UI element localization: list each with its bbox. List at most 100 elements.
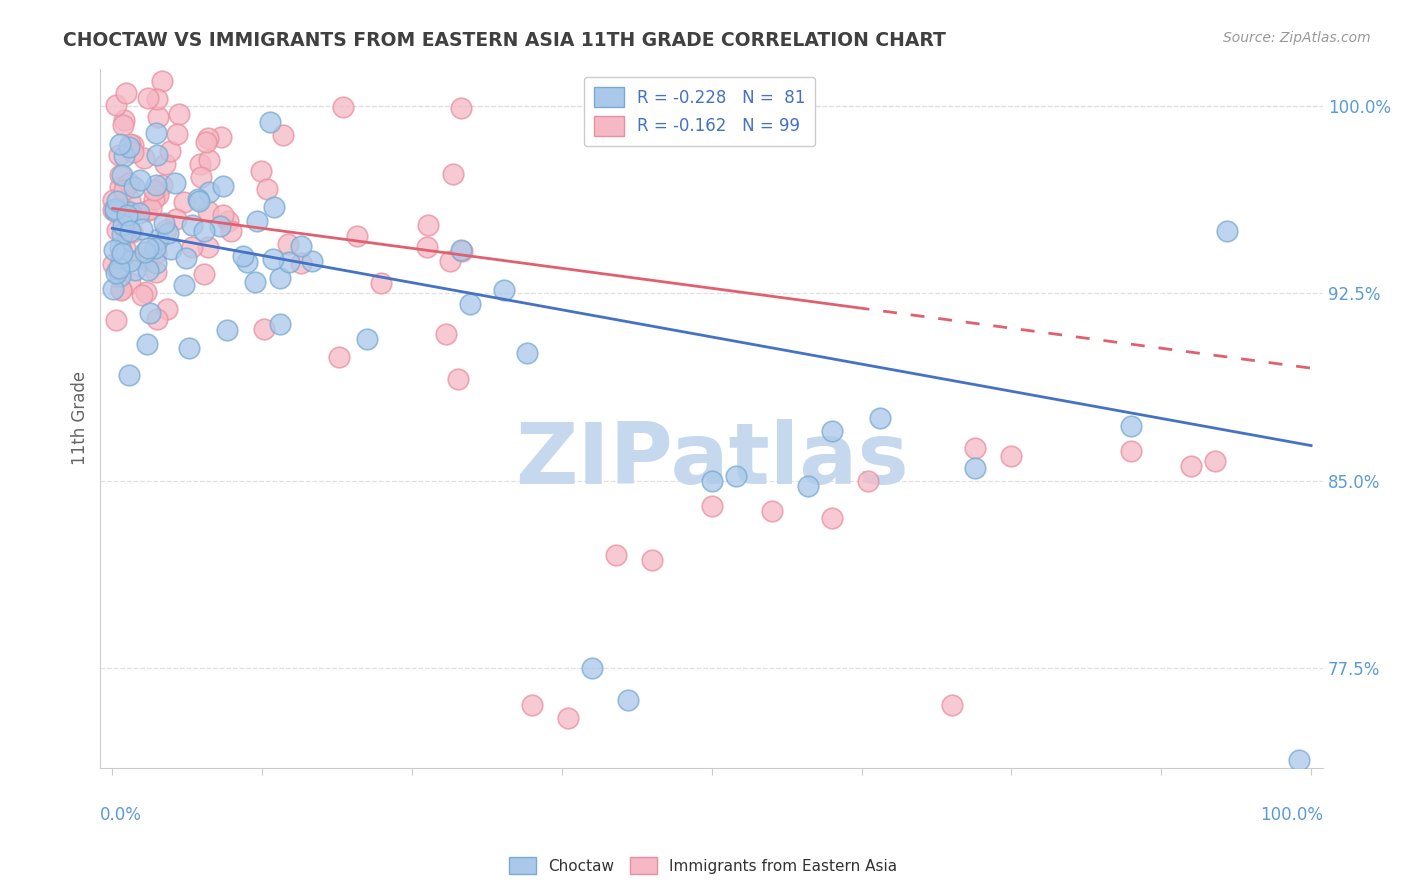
Point bbox=[129, 173, 152, 187]
Point bbox=[941, 698, 963, 713]
Point bbox=[146, 110, 169, 124]
Point bbox=[190, 156, 212, 170]
Point bbox=[135, 285, 157, 300]
Point bbox=[131, 288, 153, 302]
Point bbox=[259, 114, 281, 128]
Point bbox=[111, 218, 134, 232]
Point bbox=[112, 149, 135, 163]
Point bbox=[460, 297, 482, 311]
Point bbox=[139, 306, 162, 320]
Point bbox=[441, 167, 464, 181]
Point bbox=[101, 257, 124, 271]
Point bbox=[118, 137, 141, 152]
Point bbox=[111, 118, 134, 132]
Point bbox=[120, 276, 142, 290]
Point bbox=[520, 698, 543, 713]
Point bbox=[145, 178, 167, 193]
Point bbox=[104, 266, 127, 280]
Point bbox=[436, 327, 458, 342]
Point bbox=[145, 265, 167, 279]
Point bbox=[173, 278, 195, 293]
Point bbox=[155, 223, 177, 237]
Point bbox=[724, 468, 747, 483]
Point bbox=[356, 332, 378, 346]
Point bbox=[1180, 458, 1202, 473]
Point bbox=[136, 336, 159, 351]
Point bbox=[416, 218, 439, 232]
Point bbox=[328, 350, 350, 364]
Point bbox=[447, 372, 470, 386]
Point bbox=[135, 204, 157, 219]
Point bbox=[492, 283, 515, 297]
Point bbox=[290, 239, 312, 253]
Point bbox=[122, 145, 145, 160]
Point bbox=[153, 216, 176, 230]
Point bbox=[516, 346, 538, 360]
Point bbox=[209, 129, 232, 144]
Point bbox=[136, 254, 159, 268]
Point bbox=[115, 208, 138, 222]
Point bbox=[118, 204, 141, 219]
Point bbox=[332, 100, 354, 114]
Point bbox=[150, 74, 173, 88]
Point bbox=[146, 148, 169, 162]
Point bbox=[118, 140, 141, 154]
Point bbox=[451, 244, 474, 259]
Point bbox=[263, 200, 285, 214]
Point bbox=[108, 168, 131, 182]
Legend: R = -0.228   N =  81, R = -0.162   N = 99: R = -0.228 N = 81, R = -0.162 N = 99 bbox=[583, 77, 815, 146]
Point bbox=[173, 194, 195, 209]
Point bbox=[105, 98, 128, 112]
Point bbox=[128, 206, 150, 220]
Point bbox=[450, 101, 472, 115]
Point bbox=[107, 147, 129, 161]
Point bbox=[105, 261, 128, 276]
Point bbox=[103, 282, 125, 296]
Point bbox=[110, 240, 132, 254]
Point bbox=[165, 176, 187, 190]
Text: 0.0%: 0.0% bbox=[100, 806, 142, 824]
Point bbox=[159, 144, 181, 158]
Point bbox=[105, 223, 128, 237]
Y-axis label: 11th Grade: 11th Grade bbox=[72, 371, 89, 465]
Point bbox=[617, 693, 640, 707]
Point bbox=[869, 411, 891, 425]
Point bbox=[132, 151, 155, 165]
Point bbox=[212, 208, 235, 222]
Point bbox=[107, 260, 129, 275]
Point bbox=[143, 183, 166, 197]
Point bbox=[232, 249, 254, 263]
Point bbox=[111, 227, 134, 241]
Point bbox=[197, 185, 219, 199]
Point bbox=[103, 243, 125, 257]
Point bbox=[105, 202, 128, 216]
Point bbox=[197, 131, 219, 145]
Point bbox=[153, 156, 176, 170]
Point bbox=[156, 226, 179, 240]
Point bbox=[145, 246, 167, 260]
Point bbox=[219, 224, 242, 238]
Point bbox=[177, 341, 200, 355]
Text: CHOCTAW VS IMMIGRANTS FROM EASTERN ASIA 11TH GRADE CORRELATION CHART: CHOCTAW VS IMMIGRANTS FROM EASTERN ASIA … bbox=[63, 31, 946, 50]
Point bbox=[150, 178, 173, 193]
Point bbox=[101, 194, 124, 208]
Point bbox=[439, 254, 461, 268]
Point bbox=[180, 240, 202, 254]
Point bbox=[141, 202, 163, 216]
Point bbox=[134, 245, 156, 260]
Point bbox=[450, 243, 472, 257]
Point bbox=[1121, 443, 1143, 458]
Point bbox=[120, 224, 142, 238]
Point bbox=[965, 461, 987, 475]
Point bbox=[278, 255, 301, 269]
Point bbox=[1216, 224, 1239, 238]
Point bbox=[1121, 418, 1143, 433]
Point bbox=[641, 553, 664, 567]
Point bbox=[346, 229, 368, 244]
Point bbox=[416, 239, 439, 253]
Point bbox=[1204, 453, 1226, 467]
Point bbox=[105, 194, 128, 208]
Point bbox=[112, 183, 135, 197]
Point bbox=[700, 474, 723, 488]
Point bbox=[104, 203, 127, 218]
